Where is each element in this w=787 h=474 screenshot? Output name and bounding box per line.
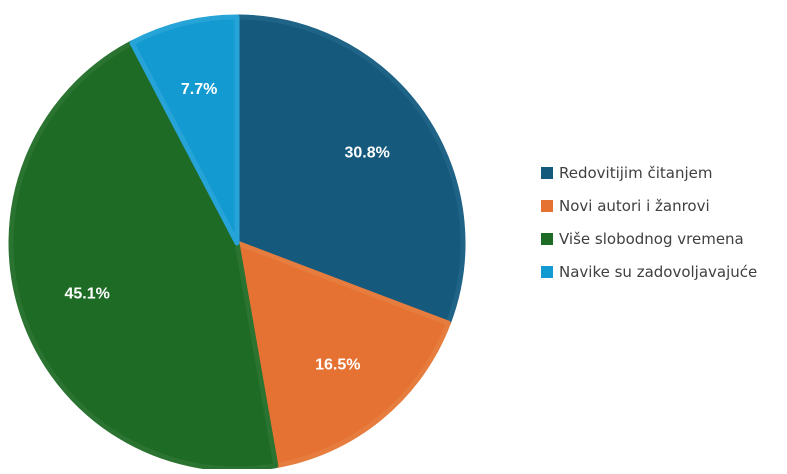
legend-label-3: Više slobodnog vremena: [559, 230, 744, 248]
legend: Redovitijim čitanjem Novi autori i žanrov…: [541, 163, 757, 282]
pie-data-labels: 30.8% 16.5% 45.1% 7.7%: [65, 81, 390, 374]
pie-slice-1: [234, 14, 466, 326]
legend-swatch-4: [541, 266, 553, 278]
pie-data-label-1: 30.8%: [345, 145, 390, 162]
legend-swatch-2: [541, 200, 553, 212]
pie-slice-3: [8, 40, 279, 472]
legend-swatch-3: [541, 233, 553, 245]
legend-item-4: Navike su zadovoljavajuće: [541, 262, 757, 282]
pie-data-label-3: 45.1%: [65, 286, 110, 303]
legend-item-1: Redovitijim čitanjem: [541, 163, 757, 183]
pie-slices: [8, 14, 466, 472]
pie-slice-2: [234, 240, 451, 469]
legend-label-1: Redovitijim čitanjem: [559, 164, 713, 182]
pie-data-label-2: 16.5%: [315, 357, 360, 374]
pie-data-label-4: 7.7%: [181, 81, 217, 98]
legend-item-2: Novi autori i žanrovi: [541, 196, 757, 216]
legend-item-3: Više slobodnog vremena: [541, 229, 757, 249]
legend-label-2: Novi autori i žanrovi: [559, 197, 710, 215]
pie-slice-4: [129, 14, 240, 246]
legend-swatch-1: [541, 167, 553, 179]
legend-label-4: Navike su zadovoljavajuće: [559, 263, 758, 281]
